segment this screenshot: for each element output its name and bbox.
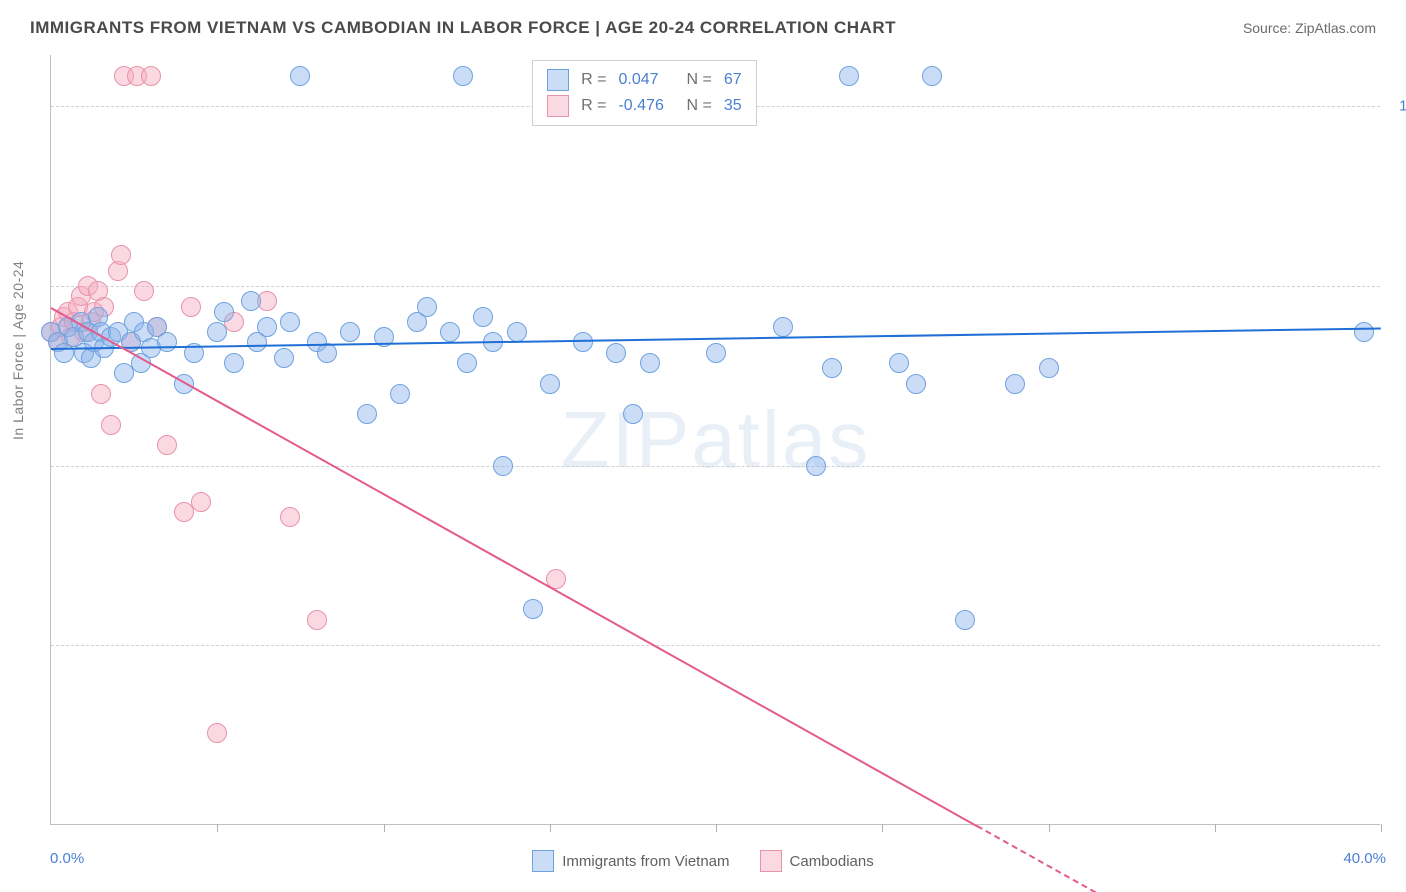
stat-r-value: -0.476 xyxy=(618,97,674,115)
data-point-vietnam xyxy=(773,317,793,337)
data-point-cambodian xyxy=(207,723,227,743)
data-point-vietnam xyxy=(357,404,377,424)
y-tick-label: 82.5% xyxy=(1390,278,1406,295)
stat-n-value: 67 xyxy=(724,71,742,89)
legend-swatch-vietnam xyxy=(532,850,554,872)
x-tick-mark xyxy=(882,824,883,832)
stats-swatch xyxy=(547,95,569,117)
data-point-vietnam xyxy=(540,374,560,394)
data-point-vietnam xyxy=(706,343,726,363)
x-tick-mark xyxy=(217,824,218,832)
y-tick-label: 65.0% xyxy=(1390,457,1406,474)
data-point-vietnam xyxy=(493,456,513,476)
data-point-vietnam xyxy=(640,353,660,373)
stat-n-label: N = xyxy=(686,71,711,89)
legend-swatch-cambodian xyxy=(760,850,782,872)
data-point-cambodian xyxy=(307,610,327,630)
source-label: Source: xyxy=(1243,20,1295,36)
data-point-cambodian xyxy=(191,492,211,512)
stat-r-label: R = xyxy=(581,71,606,89)
data-point-vietnam xyxy=(806,456,826,476)
data-point-vietnam xyxy=(955,610,975,630)
watermark: ZIPatlas xyxy=(561,394,870,486)
data-point-vietnam xyxy=(390,384,410,404)
data-point-vietnam xyxy=(523,599,543,619)
chart-plot-area: ZIPatlas 47.5%65.0%82.5%100.0% xyxy=(50,55,1380,825)
x-tick-mark xyxy=(384,824,385,832)
stat-r-value: 0.047 xyxy=(618,71,674,89)
data-point-vietnam xyxy=(1354,322,1374,342)
legend-item-vietnam: Immigrants from Vietnam xyxy=(532,850,729,872)
x-tick-mark xyxy=(1381,824,1382,832)
data-point-vietnam xyxy=(340,322,360,342)
data-point-vietnam xyxy=(214,302,234,322)
gridline-horizontal xyxy=(51,286,1380,287)
data-point-vietnam xyxy=(473,307,493,327)
data-point-vietnam xyxy=(623,404,643,424)
source-credit: Source: ZipAtlas.com xyxy=(1243,20,1376,36)
data-point-vietnam xyxy=(822,358,842,378)
data-point-cambodian xyxy=(157,435,177,455)
data-point-cambodian xyxy=(181,297,201,317)
x-tick-mark xyxy=(1215,824,1216,832)
data-point-vietnam xyxy=(457,353,477,373)
data-point-vietnam xyxy=(839,66,859,86)
data-point-vietnam xyxy=(274,348,294,368)
data-point-vietnam xyxy=(453,66,473,86)
data-point-cambodian xyxy=(141,66,161,86)
stats-swatch xyxy=(547,69,569,91)
data-point-cambodian xyxy=(91,384,111,404)
data-point-vietnam xyxy=(257,317,277,337)
stat-n-label: N = xyxy=(686,97,711,115)
gridline-horizontal xyxy=(51,645,1380,646)
data-point-vietnam xyxy=(906,374,926,394)
x-tick-mark xyxy=(550,824,551,832)
data-point-cambodian xyxy=(101,415,121,435)
y-tick-label: 100.0% xyxy=(1390,98,1406,115)
y-axis-label: In Labor Force | Age 20-24 xyxy=(10,261,26,440)
data-point-vietnam xyxy=(507,322,527,342)
source-name: ZipAtlas.com xyxy=(1295,20,1376,36)
data-point-cambodian xyxy=(111,245,131,265)
data-point-vietnam xyxy=(207,322,227,342)
data-point-vietnam xyxy=(157,332,177,352)
legend-label-cambodian: Cambodians xyxy=(790,853,874,870)
stats-row: R = 0.047 N = 67 xyxy=(547,67,741,93)
x-tick-mark xyxy=(1049,824,1050,832)
data-point-vietnam xyxy=(241,291,261,311)
data-point-vietnam xyxy=(922,66,942,86)
data-point-vietnam xyxy=(290,66,310,86)
gridline-horizontal xyxy=(51,466,1380,467)
stat-r-label: R = xyxy=(581,97,606,115)
trend-line xyxy=(51,307,978,827)
data-point-vietnam xyxy=(280,312,300,332)
data-point-vietnam xyxy=(573,332,593,352)
bottom-legend: Immigrants from Vietnam Cambodians xyxy=(0,850,1406,872)
data-point-vietnam xyxy=(224,353,244,373)
y-tick-label: 47.5% xyxy=(1390,637,1406,654)
chart-title: IMMIGRANTS FROM VIETNAM VS CAMBODIAN IN … xyxy=(30,18,896,38)
stats-legend-box: R = 0.047 N = 67 R = -0.476 N = 35 xyxy=(532,60,756,126)
legend-label-vietnam: Immigrants from Vietnam xyxy=(562,853,729,870)
stats-row: R = -0.476 N = 35 xyxy=(547,93,741,119)
data-point-cambodian xyxy=(134,281,154,301)
data-point-vietnam xyxy=(1005,374,1025,394)
stat-n-value: 35 xyxy=(724,97,742,115)
data-point-vietnam xyxy=(889,353,909,373)
data-point-vietnam xyxy=(606,343,626,363)
x-tick-mark xyxy=(716,824,717,832)
data-point-vietnam xyxy=(440,322,460,342)
data-point-cambodian xyxy=(280,507,300,527)
data-point-vietnam xyxy=(417,297,437,317)
data-point-vietnam xyxy=(1039,358,1059,378)
legend-item-cambodian: Cambodians xyxy=(760,850,874,872)
